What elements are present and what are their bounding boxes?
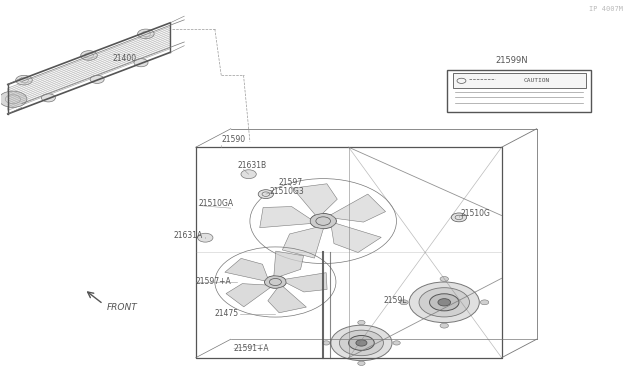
Polygon shape: [226, 283, 270, 307]
Text: 21591+A: 21591+A: [234, 344, 269, 353]
Circle shape: [16, 76, 32, 85]
Circle shape: [138, 29, 154, 39]
Polygon shape: [331, 194, 385, 222]
Circle shape: [440, 323, 449, 328]
Polygon shape: [292, 184, 337, 215]
Circle shape: [358, 320, 365, 325]
Polygon shape: [260, 206, 310, 228]
Polygon shape: [268, 286, 307, 313]
Circle shape: [90, 75, 104, 83]
Text: IP 4007M: IP 4007M: [589, 6, 623, 13]
Circle shape: [349, 336, 374, 350]
Circle shape: [356, 340, 367, 346]
Circle shape: [264, 276, 286, 288]
Circle shape: [323, 341, 330, 345]
Circle shape: [440, 276, 449, 281]
Circle shape: [419, 288, 470, 317]
Text: 21510G: 21510G: [460, 209, 490, 218]
Circle shape: [241, 170, 256, 179]
Text: 21631A: 21631A: [173, 231, 203, 240]
Text: 21631B: 21631B: [237, 161, 266, 170]
Text: 21599N: 21599N: [495, 56, 528, 65]
Circle shape: [134, 59, 148, 67]
Polygon shape: [225, 259, 268, 281]
Circle shape: [42, 94, 56, 102]
Polygon shape: [274, 251, 303, 276]
Circle shape: [409, 282, 479, 323]
Circle shape: [451, 213, 467, 222]
Text: 21400: 21400: [113, 54, 137, 63]
Circle shape: [310, 214, 337, 229]
Polygon shape: [285, 273, 327, 292]
Text: 21510G3: 21510G3: [269, 187, 304, 196]
Text: CAUTION: CAUTION: [524, 78, 550, 83]
Polygon shape: [332, 223, 381, 253]
Circle shape: [393, 341, 400, 345]
Circle shape: [339, 330, 383, 356]
Text: FRONT: FRONT: [106, 302, 138, 312]
Text: 2159L: 2159L: [384, 296, 407, 305]
Text: 21597+A: 21597+A: [196, 278, 232, 286]
Circle shape: [331, 325, 392, 360]
Polygon shape: [282, 227, 323, 258]
Circle shape: [0, 91, 27, 108]
Circle shape: [81, 51, 97, 60]
Text: 21597: 21597: [278, 178, 303, 187]
Bar: [447, 70, 591, 112]
Circle shape: [438, 299, 451, 306]
Text: 21510GA: 21510GA: [199, 199, 234, 208]
Circle shape: [258, 190, 273, 199]
Circle shape: [429, 294, 459, 311]
Bar: [452, 73, 586, 88]
Text: 21475: 21475: [215, 309, 239, 318]
Circle shape: [198, 233, 213, 242]
Circle shape: [358, 361, 365, 365]
Circle shape: [481, 300, 489, 305]
Text: 21590: 21590: [221, 135, 245, 144]
Circle shape: [400, 300, 408, 305]
Polygon shape: [8, 26, 170, 110]
